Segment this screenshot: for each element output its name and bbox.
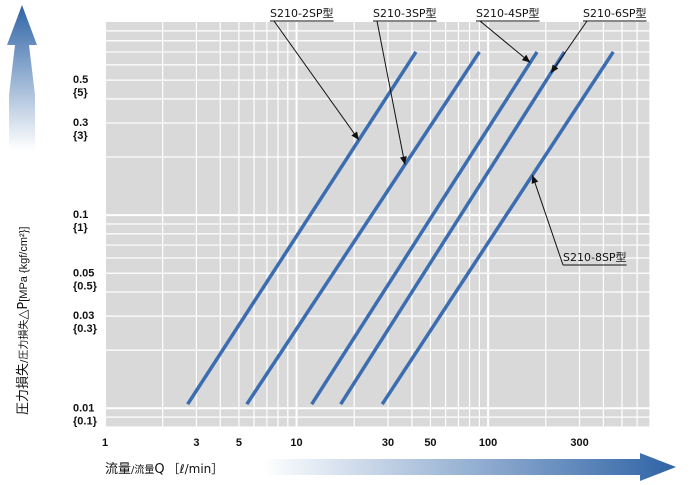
x-axis-arrow	[262, 453, 676, 481]
y-tick-sublabel: {0.1}	[73, 415, 98, 427]
x-tick-label: 30	[382, 437, 394, 449]
series-line-4	[339, 50, 566, 406]
x-tick-label: 5	[236, 437, 242, 449]
series-leader-line	[479, 20, 531, 63]
x-tick-label: 50	[424, 437, 436, 449]
y-tick-label: 0.01	[73, 402, 94, 414]
series-label-2: S210-3SP型	[373, 6, 437, 20]
series-line-3	[310, 50, 539, 406]
x-tick-label: 1	[102, 437, 108, 449]
y-tick-label: 0.5	[73, 74, 88, 86]
y-tick-sublabel: {3}	[73, 130, 88, 142]
y-axis-title-unit: [MPa {kgf/cm²}]	[18, 227, 30, 302]
x-axis-title-main: 流量	[105, 462, 131, 477]
y-axis-title-main: 圧力損失	[16, 363, 31, 415]
series-line-5	[380, 50, 615, 406]
y-tick-sublabel: {0.5}	[73, 280, 98, 292]
series-leader-line	[550, 20, 588, 74]
x-axis-title-sub: /流量	[131, 463, 154, 476]
series-leader-line	[376, 20, 406, 165]
series-label-3: S210-4SP型	[476, 6, 540, 20]
y-tick-label: 0.3	[73, 117, 88, 129]
x-tick-label: 100	[479, 437, 497, 449]
x-tick-labels: 1 3 5 10 30 50 100 300	[102, 437, 589, 449]
grid-lines	[104, 22, 651, 428]
y-axis-arrow	[7, 5, 37, 150]
series-leader-arrowhead	[351, 131, 359, 140]
y-axis-title-symbol: △P	[16, 302, 31, 320]
y-tick-sublabel: {1}	[73, 222, 88, 234]
series-leader-line	[531, 175, 564, 266]
series-label-4: S210-6SP型	[583, 6, 647, 20]
series-callouts: S210-2SP型 S210-3SP型 S210-4SP型 S210-6SP型 S210…	[270, 6, 647, 266]
y-tick-label: 0.1	[73, 209, 88, 221]
y-tick-label: 0.05	[73, 267, 94, 279]
y-tick-labels: 0.5{5} 0.3{3} 0.1{1} 0.05{0.5} 0.03{0.3} 0.01…	[73, 74, 98, 427]
x-axis-title-unit: ［ℓ/min］	[168, 462, 224, 476]
y-tick-sublabel: {0.3}	[73, 323, 98, 335]
series-label-1: S210-2SP型	[270, 6, 334, 20]
series-leader-arrowhead	[550, 64, 559, 74]
series-leader-arrowhead	[531, 175, 539, 184]
series-leader-arrowhead	[521, 54, 531, 63]
series-line-2	[245, 50, 481, 406]
series-label-5: S210-8SP型	[563, 250, 627, 264]
y-axis-title-sub: /圧力損失	[17, 320, 30, 363]
series-lines	[186, 50, 615, 406]
series-leader-arrowhead	[399, 156, 407, 165]
x-tick-label: 3	[193, 437, 199, 449]
series-line-1	[186, 50, 418, 406]
y-tick-label: 0.03	[73, 310, 94, 322]
svg-text:流量/流量Q［ℓ/min］: 流量/流量Q ［ℓ/min］	[105, 462, 223, 477]
y-tick-sublabel: {5}	[73, 87, 88, 99]
series-leader-line	[273, 20, 360, 141]
x-tick-label: 300	[570, 437, 588, 449]
x-tick-label: 10	[290, 437, 302, 449]
x-axis-title-symbol: Q	[154, 462, 164, 477]
svg-text:圧力損失/圧力損失△P[MPa {kgf/cm²}]: 圧力損失/圧力損失△P[MPa {kgf/cm²}]	[16, 227, 31, 415]
